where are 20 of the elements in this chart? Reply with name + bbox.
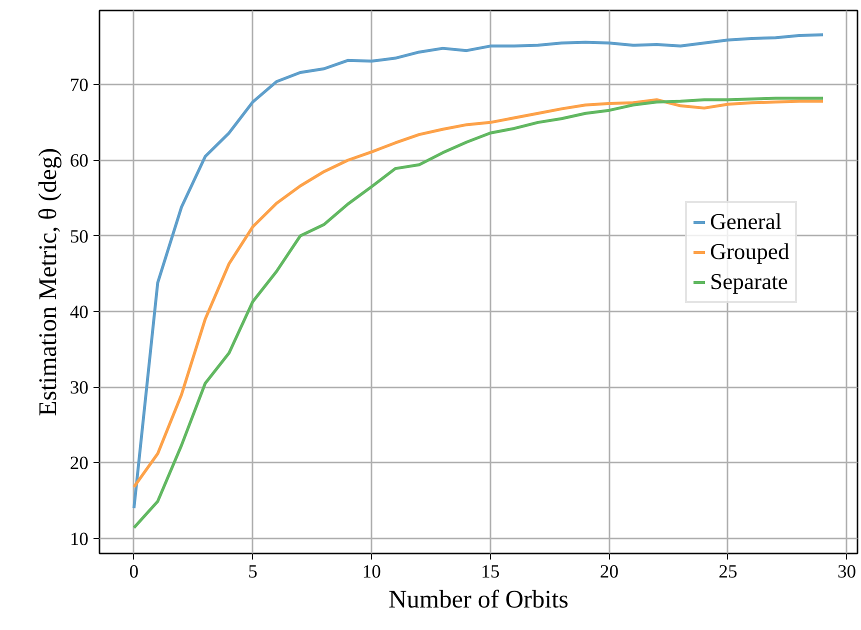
y-tick-label: 60 <box>70 150 88 172</box>
x-tick-label: 5 <box>248 562 258 582</box>
y-axis-title: Estimation Metric, θ (deg) <box>34 148 62 416</box>
legend-label: Separate <box>710 269 788 295</box>
x-axis-title: Number of Orbits <box>388 586 569 614</box>
y-tick-label: 70 <box>70 75 88 96</box>
x-tick-label: 0 <box>129 562 139 582</box>
x-tick-label: 25 <box>718 562 738 582</box>
line-series <box>132 33 825 510</box>
x-tick-label: 15 <box>481 562 500 582</box>
y-tick-label: 30 <box>70 378 88 399</box>
y-tick-label: 20 <box>70 453 88 474</box>
y-tick-label: 40 <box>70 302 88 323</box>
x-tick-label: 20 <box>600 562 619 582</box>
x-tick-label: 10 <box>362 562 381 582</box>
legend-label: General <box>710 209 782 235</box>
legend-label: Grouped <box>710 239 790 265</box>
y-tick-label: 10 <box>70 528 88 550</box>
y-tick-label: 50 <box>70 226 88 248</box>
x-tick-label: 30 <box>837 562 856 582</box>
